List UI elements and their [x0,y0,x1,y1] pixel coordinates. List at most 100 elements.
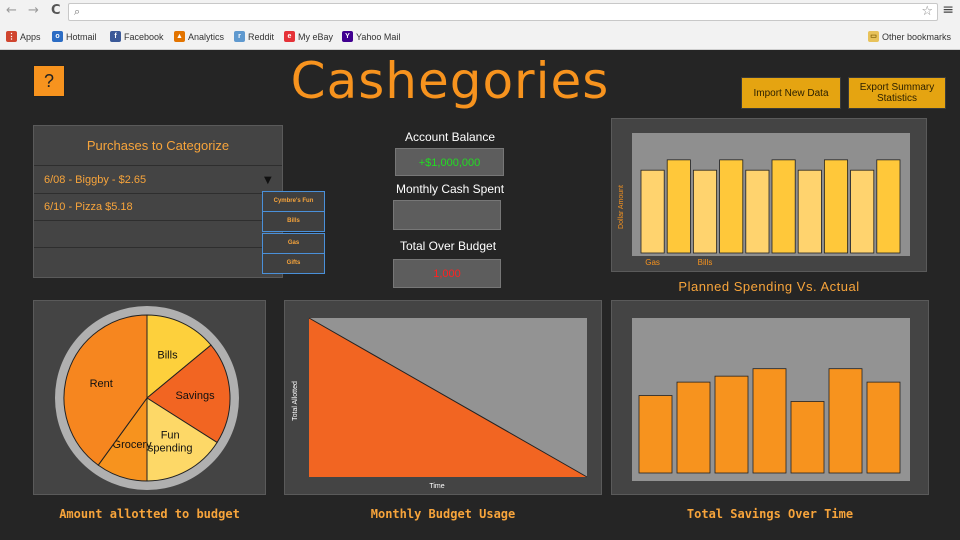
purchase-label: 6/10 - Pizza $5.18 [44,201,133,213]
search-icon: ⌕ [74,5,81,18]
bookmark-label: Hotmail [66,31,97,42]
purchases-title: Purchases to Categorize [34,126,282,166]
reddit-icon: r [234,31,245,42]
over-budget-value: 1,000 [393,259,501,288]
planned-bar [640,169,665,254]
budget-usage-chart: Total Allotted Time [292,317,588,490]
pie-slice-label: Rent [90,378,113,390]
bookmark-star-icon[interactable]: ☆ [921,4,933,19]
savings-bar [828,368,863,474]
purchase-row[interactable] [34,221,282,248]
planned-bar [850,169,875,254]
y-axis-label: Total Allotted [292,381,299,421]
over-budget-label: Total Over Budget [399,239,497,253]
help-button[interactable]: ? [33,65,65,97]
planned-bar [797,169,822,254]
planned-bar [745,169,770,254]
browser-menu-icon[interactable]: ≡ [942,2,954,18]
category-option-bills[interactable]: Bills [262,211,325,232]
budget-usage-panel: Total Allotted Time [284,300,602,495]
category-option-cymbres-fun[interactable]: Cymbre's Fun [262,191,325,212]
forward-arrow-icon[interactable]: → [28,3,39,18]
balance-value: +$1,000,000 [395,148,504,176]
app-title: Cashegories [290,52,610,110]
planned-spending-panel: Dollar Amount Gas Bills [611,118,927,272]
savings-bar [866,381,901,474]
pie-slice [146,344,231,444]
budget-allotment-panel: Bills Savings Fun spending Grocery Rent [33,300,266,495]
pie-slice [146,314,212,400]
bookmark-ebay[interactable]: e My eBay [284,31,333,42]
balance-label: Account Balance [404,130,496,144]
back-arrow-icon[interactable]: ← [6,3,17,18]
pie-slice-label: Savings [175,390,215,402]
browser-toolbar: ← → C ⌕ ☆ ≡ [0,0,960,24]
allotted-caption: Amount allotted to budget [59,507,240,521]
savings-bar [714,375,749,474]
usage-caption: Monthly Budget Usage [370,507,516,521]
pie-slice-label: Bills [157,349,178,361]
y-axis-label: Dollar Amount [618,185,625,229]
folder-icon: ▭ [868,31,879,42]
bookmark-label: Other bookmarks [882,31,952,42]
purchase-row[interactable] [34,248,282,275]
bookmark-label: Apps [20,31,41,42]
planned-bar [693,169,718,254]
bookmark-label: Yahoo Mail [356,31,401,42]
planned-bar [771,159,796,254]
pie-slice-label: Grocery [113,439,153,451]
import-data-button[interactable]: Import New Data [741,77,841,109]
bookmark-apps[interactable]: ⋮ Apps [6,31,41,42]
savings-panel [611,300,929,495]
planned-spending-caption: Planned Spending Vs. Actual [678,279,860,294]
bookmark-label: Analytics [188,31,225,42]
usage-line [308,317,588,478]
bookmark-hotmail[interactable]: o Hotmail [52,31,97,42]
monthly-spent-value [393,200,501,230]
hotmail-icon: o [52,31,63,42]
x-tick-label: Bills [698,258,713,267]
savings-bar [638,395,673,474]
planned-bar [719,159,744,254]
x-tick-label: Gas [645,258,660,267]
planned-bar [876,159,901,254]
purchase-row[interactable]: 6/08 - Biggby - $2.65 ▼ [34,167,282,194]
dropdown-caret-icon[interactable]: ▼ [264,175,272,186]
bookmark-label: Facebook [124,31,164,42]
export-statistics-button[interactable]: Export Summary Statistics [848,77,946,109]
savings-chart [632,318,910,481]
savings-bar [752,368,787,474]
yahoo-icon: Y [342,31,353,42]
bookmark-reddit[interactable]: r Reddit [234,31,274,42]
pie-slice [63,314,148,466]
planned-bar [823,159,848,254]
pie-slice [146,397,218,482]
purchases-panel: Purchases to Categorize 6/08 - Biggby - … [33,125,283,278]
category-option-gas[interactable]: Gas [262,233,325,254]
planned-bar [666,159,691,254]
address-bar[interactable]: ⌕ ☆ [68,3,938,21]
pie-slice-label: Fun spending [148,430,193,455]
analytics-icon: ▲ [174,31,185,42]
planned-spending-chart: Dollar Amount Gas Bills [618,133,910,267]
monthly-spent-label: Monthly Cash Spent [395,182,505,196]
x-axis-label: Time [429,483,444,490]
bookmark-label: Reddit [248,31,275,42]
category-option-gifts[interactable]: Gifts [262,253,325,274]
savings-bar [790,401,825,474]
apps-grid-icon: ⋮ [6,31,17,42]
savings-caption: Total Savings Over Time [686,507,854,521]
bookmark-facebook[interactable]: f Facebook [110,31,164,42]
facebook-icon: f [110,31,121,42]
savings-bar [676,381,711,474]
reload-icon[interactable]: C [51,3,61,18]
purchase-label: 6/08 - Biggby - $2.65 [44,174,147,186]
bookmark-label: My eBay [298,31,334,42]
bookmark-analytics[interactable]: ▲ Analytics [174,31,224,42]
purchase-row[interactable]: 6/10 - Pizza $5.18 [34,194,282,221]
bookmarks-bar: ⋮ Apps o Hotmail f Facebook ▲ Analytics … [0,24,960,50]
bookmark-yahoo[interactable]: Y Yahoo Mail [342,31,400,42]
ebay-icon: e [284,31,295,42]
bookmark-other[interactable]: ▭ Other bookmarks [868,31,951,42]
